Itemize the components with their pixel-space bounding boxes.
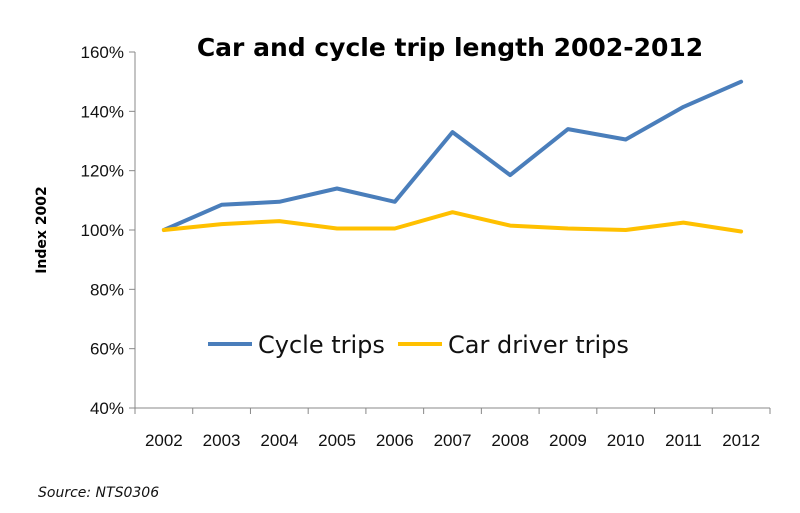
legend-label: Cycle trips bbox=[258, 331, 385, 359]
y-tick-label: 60% bbox=[90, 340, 124, 359]
legend-label: Car driver trips bbox=[448, 331, 629, 359]
x-tick-label: 2010 bbox=[607, 431, 645, 450]
legend: Cycle trips Car driver trips bbox=[208, 331, 629, 359]
series-line-0 bbox=[161, 79, 744, 232]
y-tick-label: 100% bbox=[81, 221, 124, 240]
y-tick-label: 40% bbox=[90, 399, 124, 418]
series-line-1 bbox=[161, 210, 744, 234]
x-tick-label: 2006 bbox=[376, 431, 414, 450]
x-tick-label: 2007 bbox=[434, 431, 472, 450]
source-note: Source: NTS0306 bbox=[38, 485, 159, 501]
y-tick-label: 160% bbox=[81, 43, 124, 62]
series-lines bbox=[161, 79, 744, 234]
x-tick-label: 2012 bbox=[722, 431, 760, 450]
x-tick-label: 2009 bbox=[549, 431, 587, 450]
x-tick-label: 2005 bbox=[318, 431, 356, 450]
x-tick-label: 2002 bbox=[145, 431, 183, 450]
x-tick-label: 2003 bbox=[203, 431, 241, 450]
y-tick-label: 140% bbox=[81, 102, 124, 121]
y-axis-label: Index 2002 bbox=[34, 186, 50, 274]
axes bbox=[129, 51, 771, 414]
x-tick-label: 2011 bbox=[665, 431, 702, 450]
y-tick-labels: 40% 60% 80% 100% 120% 140% 160% bbox=[81, 43, 124, 418]
chart-title: Car and cycle trip length 2002-2012 bbox=[197, 33, 703, 62]
x-tick-label: 2004 bbox=[260, 431, 298, 450]
x-tick-label: 2008 bbox=[491, 431, 529, 450]
y-tick-label: 80% bbox=[90, 280, 124, 299]
x-tick-labels: 2002 2003 2004 2005 2006 2007 2008 2009 2010 2011… bbox=[145, 431, 760, 450]
y-tick-label: 120% bbox=[81, 162, 124, 181]
